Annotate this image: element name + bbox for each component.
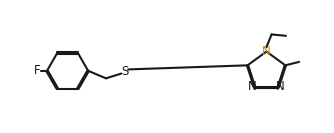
Text: N: N: [248, 80, 257, 93]
Text: S: S: [121, 65, 129, 78]
Text: N: N: [262, 45, 271, 58]
Text: F: F: [33, 64, 40, 77]
Text: N: N: [276, 80, 285, 93]
